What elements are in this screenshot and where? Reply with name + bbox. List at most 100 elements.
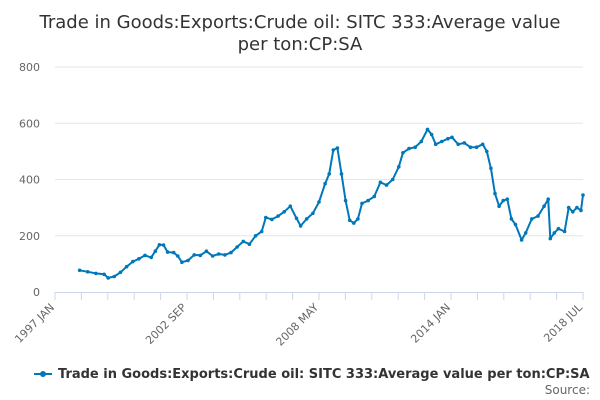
data-point[interactable] — [552, 231, 557, 235]
data-point[interactable] — [407, 146, 411, 151]
data-point[interactable] — [323, 181, 327, 186]
data-point[interactable] — [317, 200, 321, 204]
data-point[interactable] — [513, 222, 518, 227]
data-point[interactable] — [253, 234, 258, 238]
data-point[interactable] — [581, 193, 585, 197]
data-point[interactable] — [331, 148, 336, 152]
data-point[interactable] — [450, 135, 454, 140]
data-point[interactable] — [356, 217, 360, 221]
data-point[interactable] — [171, 250, 176, 255]
data-point[interactable] — [480, 142, 485, 147]
data-point[interactable] — [343, 198, 348, 203]
data-point[interactable] — [282, 210, 287, 214]
data-point[interactable] — [137, 257, 141, 261]
legend-label[interactable]: Trade in Goods:Exports:Crude oil: SITC 3… — [58, 367, 590, 382]
data-point[interactable] — [131, 259, 135, 264]
y-tick-label: 600 — [19, 117, 40, 130]
data-point[interactable] — [153, 249, 158, 253]
data-point[interactable] — [501, 198, 506, 203]
data-point[interactable] — [566, 205, 571, 210]
data-point[interactable] — [575, 205, 579, 210]
data-point[interactable] — [360, 201, 364, 206]
data-point[interactable] — [94, 271, 98, 276]
data-point[interactable] — [429, 132, 434, 137]
data-point[interactable] — [546, 197, 550, 201]
data-point[interactable] — [542, 204, 546, 208]
data-point[interactable] — [419, 139, 424, 144]
data-point[interactable] — [523, 231, 528, 235]
data-point[interactable] — [161, 243, 166, 247]
data-point[interactable] — [235, 245, 239, 249]
data-point[interactable] — [456, 142, 461, 147]
data-point[interactable] — [276, 214, 280, 218]
data-point[interactable] — [378, 180, 383, 185]
data-point[interactable] — [288, 204, 293, 208]
data-point[interactable] — [77, 268, 82, 273]
data-point[interactable] — [143, 253, 147, 258]
data-point[interactable] — [401, 151, 405, 155]
data-point[interactable] — [497, 204, 501, 208]
data-point[interactable] — [413, 145, 418, 149]
data-point[interactable] — [270, 217, 274, 222]
data-point[interactable] — [210, 254, 215, 258]
data-point[interactable] — [157, 243, 162, 247]
data-point[interactable] — [241, 239, 246, 244]
data-point[interactable] — [223, 253, 227, 257]
data-point[interactable] — [216, 252, 221, 256]
data-point[interactable] — [556, 226, 561, 231]
data-point[interactable] — [106, 276, 110, 280]
data-point[interactable] — [347, 218, 352, 223]
data-point[interactable] — [571, 210, 575, 214]
data-point[interactable] — [85, 270, 90, 274]
data-point[interactable] — [102, 272, 106, 277]
data-point[interactable] — [311, 211, 315, 216]
data-point[interactable] — [192, 253, 196, 257]
data-point[interactable] — [468, 145, 473, 149]
data-point[interactable] — [298, 224, 303, 228]
data-point[interactable] — [204, 249, 209, 253]
data-point[interactable] — [425, 127, 430, 132]
legend[interactable]: Trade in Goods:Exports:Crude oil: SITC 3… — [34, 367, 590, 382]
data-point[interactable] — [433, 142, 438, 147]
data-point[interactable] — [304, 217, 309, 221]
data-point[interactable] — [264, 215, 268, 220]
data-point[interactable] — [327, 172, 332, 176]
data-point[interactable] — [397, 165, 401, 169]
data-point[interactable] — [118, 270, 123, 275]
data-point[interactable] — [124, 264, 129, 269]
data-point[interactable] — [259, 229, 264, 234]
data-point[interactable] — [352, 221, 356, 225]
data-point[interactable] — [165, 250, 170, 254]
data-point[interactable] — [505, 197, 510, 201]
data-point[interactable] — [339, 172, 344, 176]
data-point[interactable] — [474, 145, 479, 149]
data-point[interactable] — [548, 236, 553, 241]
data-point[interactable] — [384, 183, 389, 187]
data-point[interactable] — [176, 254, 180, 258]
data-point[interactable] — [519, 238, 524, 242]
data-point[interactable] — [149, 255, 153, 260]
data-point[interactable] — [390, 177, 395, 182]
data-point[interactable] — [198, 253, 203, 258]
data-point[interactable] — [372, 194, 377, 199]
data-point[interactable] — [536, 214, 540, 218]
data-point[interactable] — [247, 242, 252, 246]
data-point[interactable] — [186, 258, 190, 263]
data-point[interactable] — [489, 166, 493, 171]
data-point[interactable] — [112, 274, 117, 279]
data-point[interactable] — [562, 229, 567, 234]
data-point[interactable] — [294, 216, 299, 221]
data-point[interactable] — [229, 250, 233, 255]
data-point[interactable] — [579, 208, 583, 213]
data-point[interactable] — [180, 260, 184, 265]
data-point[interactable] — [440, 139, 444, 144]
data-point[interactable] — [446, 136, 450, 141]
data-point[interactable] — [462, 141, 467, 145]
data-point[interactable] — [493, 191, 497, 196]
data-point[interactable] — [509, 217, 514, 221]
source-credit[interactable]: Source: — [545, 383, 590, 397]
data-point[interactable] — [530, 217, 534, 221]
data-point[interactable] — [366, 198, 370, 203]
data-point[interactable] — [485, 149, 489, 154]
data-point[interactable] — [335, 146, 340, 150]
